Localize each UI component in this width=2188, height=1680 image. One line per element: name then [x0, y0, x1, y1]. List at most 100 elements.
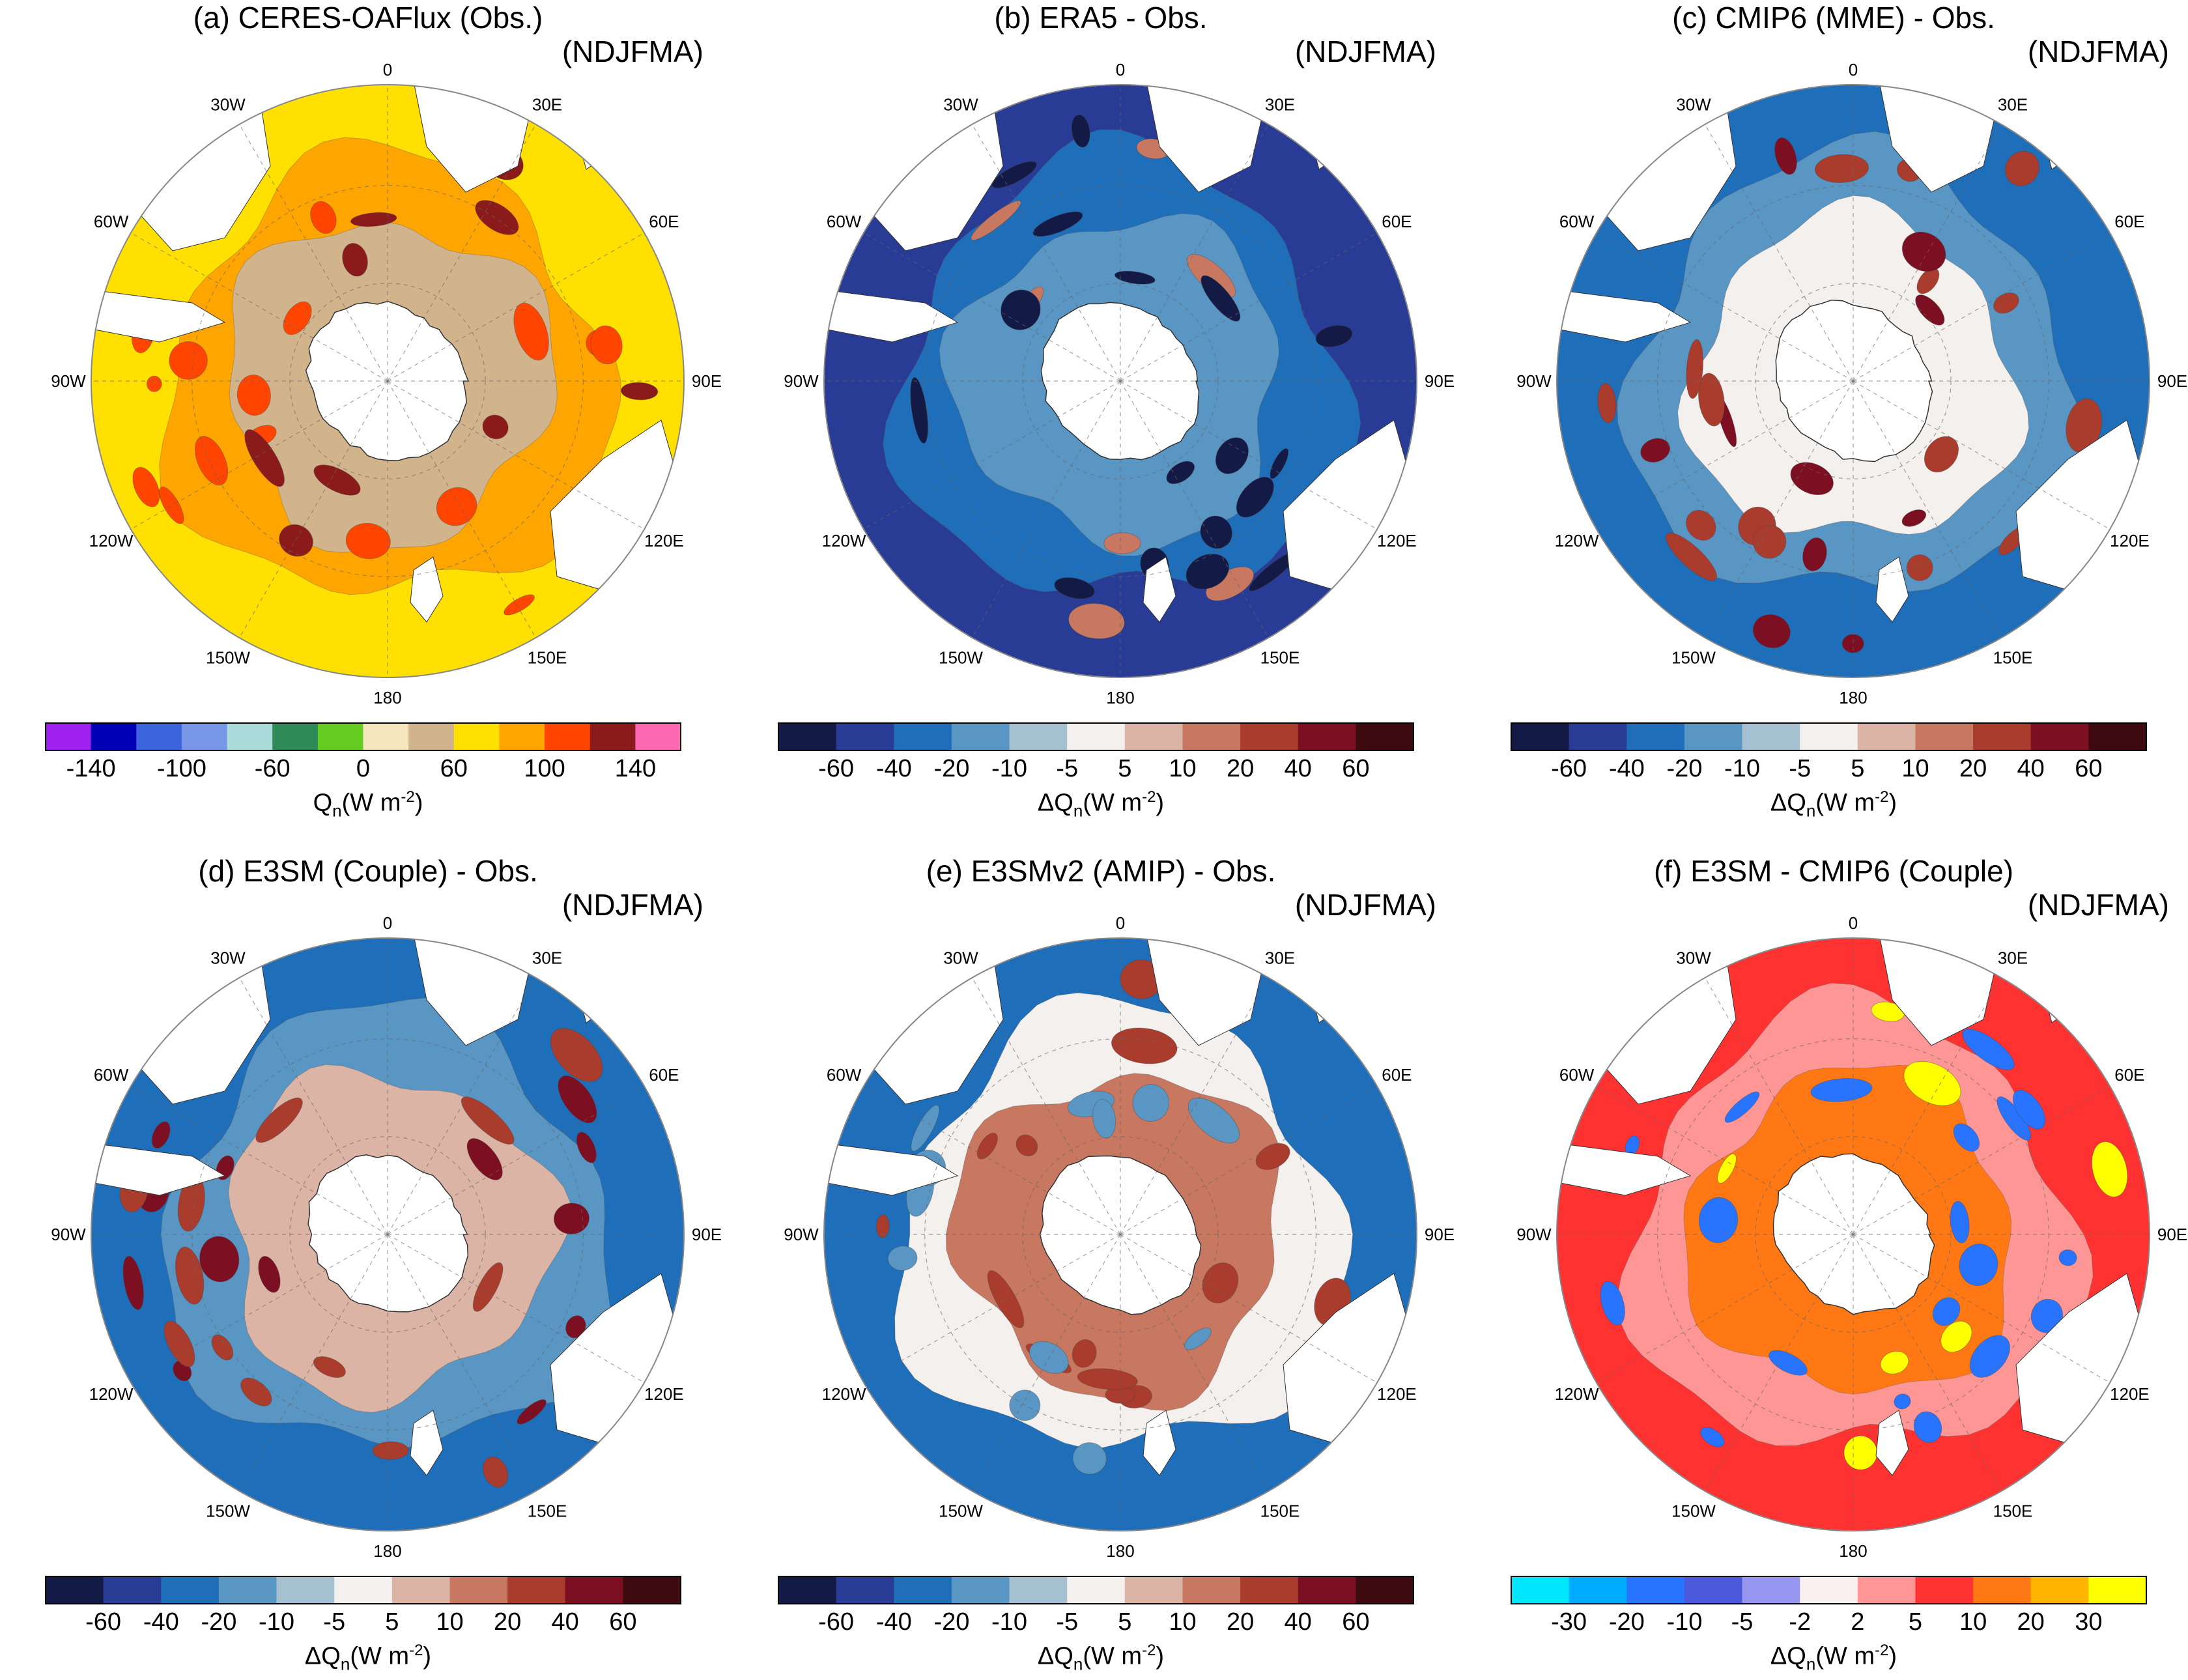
latitude-circle: [924, 185, 1316, 577]
anomaly-patch: [1600, 1281, 1625, 1326]
longitude-label: 30E: [532, 95, 562, 115]
colorbar-swatch: [334, 1576, 393, 1604]
colorbar-swatch: [1009, 1576, 1068, 1604]
meridian-line: [387, 380, 645, 530]
colorbar-swatch: [499, 723, 545, 750]
colorbar-tick-label: -10: [259, 1608, 294, 1636]
anomaly-patch: [553, 1203, 590, 1234]
land-mass: [1557, 1143, 1692, 1196]
anomaly-patch: [1255, 1143, 1290, 1171]
longitude-label: 90E: [692, 1225, 722, 1244]
longitude-label: 0: [1116, 913, 1125, 933]
longitude-label: 60W: [94, 212, 129, 231]
colorbar-swatch: [1569, 1576, 1627, 1604]
longitude-label: 150E: [1260, 648, 1300, 667]
colorbar-tick-label: -60: [818, 1608, 854, 1636]
colorbar-tick-label: -40: [876, 755, 912, 782]
anomaly-patch: [620, 382, 659, 401]
colorbar-swatch: [1240, 723, 1299, 750]
longitude-label: 150E: [528, 648, 567, 667]
anomaly-patch: [2004, 150, 2039, 186]
anomaly-patch: [558, 1075, 597, 1124]
meridian-line: [863, 1234, 1121, 1384]
colorbar-swatch: [1182, 1576, 1241, 1604]
colorbar-tick-label: 60: [440, 755, 468, 782]
anomaly-patch: [2058, 1249, 2077, 1266]
colorbar-swatch: [778, 1576, 837, 1604]
colorbar-tick-label: -5: [1056, 755, 1078, 782]
anomaly-patch: [258, 1256, 281, 1293]
season-label: (NDJFMA): [1294, 888, 1436, 922]
meridian-line: [130, 380, 388, 530]
anomaly-patch: [350, 212, 397, 227]
panel-title: (b) ERA5 - Obs.: [994, 1, 1208, 35]
meridian-line: [130, 232, 388, 382]
colorbar-swatch: [1800, 1576, 1858, 1604]
land-mass: [1143, 556, 1176, 623]
colorbar-tick-label: -10: [991, 1608, 1027, 1636]
colorbar-swatch: [1298, 723, 1356, 750]
map-border: [1556, 937, 2150, 1531]
colorbar-tick-label: 60: [609, 1608, 636, 1636]
colorbar-tick-label: 40: [1285, 755, 1312, 782]
colorbar-tick-label: 10: [1901, 755, 1929, 782]
colorbar: -30 -20 -10 -5 -2 2 5 10 20 30: [1511, 1576, 2147, 1636]
colorbar-swatch: [1569, 723, 1627, 750]
longitude-label: 30W: [943, 95, 978, 115]
longitude-label: 120E: [2110, 531, 2150, 550]
map-border: [823, 937, 1417, 1531]
anomaly-patch: [236, 375, 271, 416]
anomaly-patch: [1700, 1427, 1725, 1447]
season-label: (NDJFMA): [561, 35, 703, 68]
meridian-line: [1853, 124, 2002, 382]
meridian-line: [1853, 1234, 2002, 1492]
anomaly-patch: [461, 1096, 515, 1145]
colorbar-tick-label: 60: [2075, 755, 2102, 782]
meridian-line: [971, 977, 1121, 1235]
anomaly-patch: [244, 429, 285, 487]
colorbar-tick-label: -60: [818, 755, 854, 782]
panel-d: (d) E3SM (Couple) - Obs. (NDJFMA) 0 30E 60E 9…: [26, 853, 749, 1674]
anomaly-patch: [1814, 154, 1869, 183]
anomaly-patch: [1924, 436, 1959, 473]
anomaly-patch: [1132, 1084, 1170, 1122]
colorbar-swatch: [1124, 1576, 1183, 1604]
anomaly-patch: [372, 1441, 409, 1460]
anomaly-patch: [1166, 461, 1195, 485]
meridian-line: [387, 380, 537, 638]
colorbar-swatch: [1067, 723, 1126, 750]
colorbar-swatch: [1973, 1576, 2032, 1604]
colorbar-tick-label: -140: [66, 755, 116, 782]
colorbar-swatch: [46, 1576, 104, 1604]
colorbar: -60 -40 -20 -10 -5 5 10 20 40 60: [1511, 722, 2147, 782]
colorbar: -60 -40 -20 -10 -5 5 10 20 40 60: [45, 1576, 681, 1636]
longitude-label: 60E: [1382, 212, 1412, 231]
anomaly-patch: [1698, 1197, 1739, 1244]
latitude-circle: [1755, 283, 1952, 479]
longitude-label: 90W: [784, 371, 819, 391]
colorbar-label: ΔQn(W m-2): [1037, 1642, 1165, 1674]
colorbar-tick-label: 10: [1169, 755, 1196, 782]
colorbar-swatch: [836, 723, 894, 750]
colorbar-frame: [45, 722, 681, 751]
anomaly-patch: [1315, 324, 1353, 348]
colorbar-tick-label: 40: [552, 1608, 579, 1636]
colorbar-tick-label: -40: [143, 1608, 179, 1636]
anomaly-patch: [987, 1270, 1025, 1328]
anomaly-patch: [1880, 1350, 1909, 1374]
meridian-line: [971, 124, 1121, 382]
meridian-line: [1704, 977, 1854, 1235]
meridian-line: [1596, 1085, 1854, 1235]
meridian-line: [1120, 1234, 1270, 1492]
anomaly-patch: [1665, 532, 1717, 581]
polar-map: 0 30E 60E 90E 120E 150E 180 150W 120W 90W 60W 30W: [1516, 913, 2187, 1561]
panel-a: (a) CERES-OAFlux (Obs.) (NDJFMA) 0 30E 60E 90…: [26, 0, 749, 821]
anomaly-patch: [1686, 339, 1704, 399]
land-mass: [1875, 556, 1909, 623]
colorbar-tick-label: 20: [1227, 755, 1254, 782]
anomaly-patch: [1916, 268, 1940, 294]
anomaly-patch: [2091, 1141, 2128, 1197]
anomaly-patch: [1940, 1320, 1972, 1353]
anomaly-patch: [1186, 553, 1230, 590]
colorbar-swatch: [1356, 723, 1414, 750]
